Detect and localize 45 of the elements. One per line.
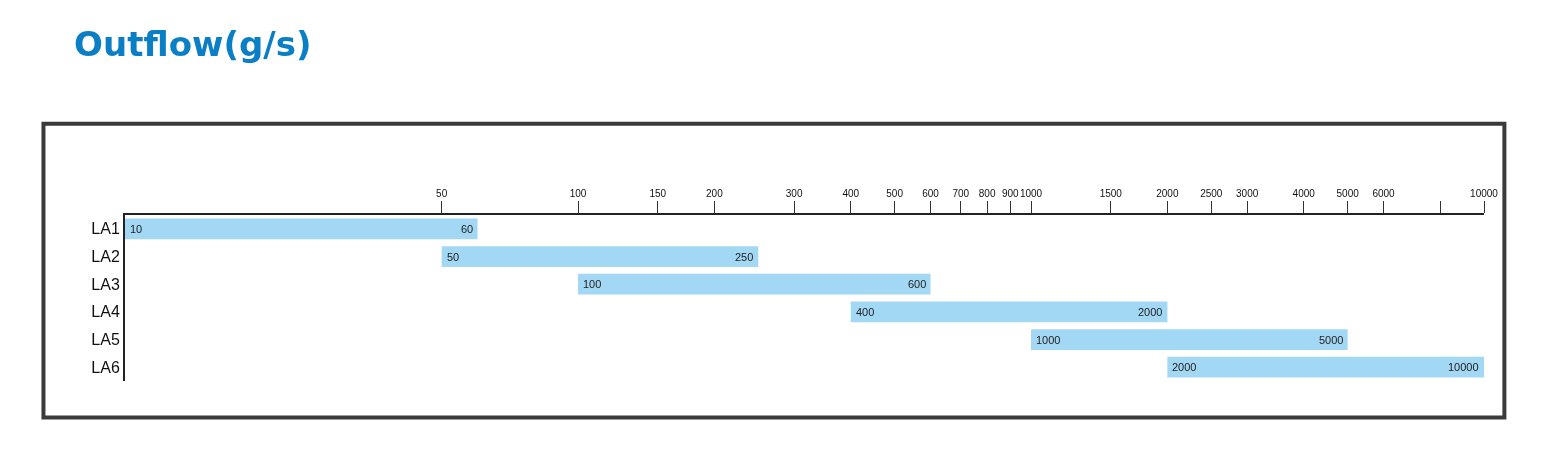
x-tick-label: 300 — [785, 188, 803, 199]
x-tick-label: 200 — [706, 188, 724, 199]
annotation: 10 — [130, 223, 143, 235]
y-tick-label: LA1 — [91, 220, 120, 238]
bar — [441, 246, 759, 267]
x-tick-label: 10000 — [1470, 188, 1499, 199]
annotation: 1000 — [1036, 334, 1061, 346]
bar — [578, 273, 931, 295]
x-tick-label: 1000 — [1019, 188, 1043, 199]
x-tick-label: 100 — [569, 188, 587, 199]
x-tick-label: 2000 — [1156, 188, 1179, 199]
x-tick-label: 1500 — [1099, 188, 1123, 199]
x-tick-label: 500 — [886, 188, 904, 199]
x-tick-label: 2500 — [1200, 188, 1223, 199]
x-tick-label: 900 — [1001, 188, 1020, 199]
annotation: 2000 — [1172, 361, 1197, 373]
x-tick-label: 50 — [436, 188, 448, 199]
bar — [850, 301, 1168, 323]
y-tick-label: LA2 — [91, 248, 120, 266]
annotation: 50 — [447, 251, 460, 263]
annotation: 600 — [908, 278, 927, 290]
x-tick-label: 4000 — [1292, 188, 1316, 199]
y-tick-label: LA5 — [91, 331, 120, 349]
annotation: 2000 — [1138, 306, 1163, 318]
x-tick-label: 3000 — [1236, 188, 1259, 199]
x-tick-label: 800 — [978, 188, 996, 199]
x-tick-label: 5000 — [1336, 188, 1360, 199]
y-tick-label: LA6 — [91, 358, 120, 376]
annotation: 60 — [461, 223, 474, 235]
bar — [125, 218, 478, 240]
x-tick-label: 400 — [842, 188, 860, 199]
annotation: 250 — [735, 251, 754, 263]
y-tick-label: LA4 — [91, 303, 120, 321]
annotation: 400 — [856, 306, 875, 318]
x-tick-label: 150 — [649, 188, 667, 199]
x-tick-label: 6000 — [1372, 188, 1396, 199]
annotation: 5000 — [1319, 334, 1344, 346]
annotation: 10000 — [1448, 361, 1479, 373]
chart-title: Outflow(g/s) — [74, 24, 312, 65]
x-tick-label: 700 — [952, 188, 970, 199]
bar — [1031, 329, 1348, 350]
x-tick-label: 600 — [922, 188, 940, 199]
y-tick-label: LA3 — [91, 275, 120, 293]
annotation: 100 — [583, 278, 602, 290]
bar — [1167, 356, 1484, 378]
